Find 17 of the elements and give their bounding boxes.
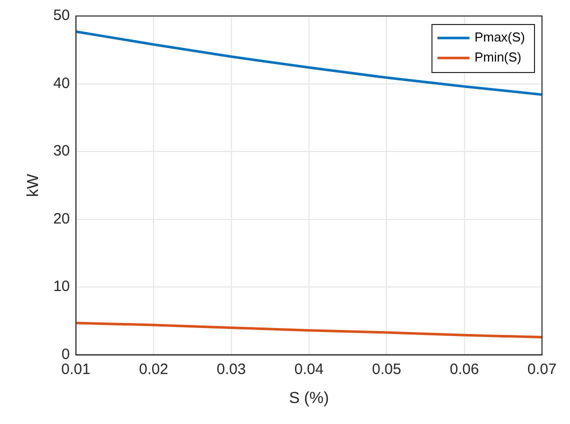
x-tick-label: 0.02 [138,360,168,378]
x-tick-label: 0.01 [61,360,90,378]
x-tick-label: 0.04 [294,360,324,378]
y-tick-label: 30 [53,142,70,160]
x-tick-label: 0.07 [527,360,557,378]
x-axis-title: S (%) [288,390,329,407]
y-tick-label: 0 [62,346,70,363]
y-axis-title: kW [25,172,42,197]
y-tick-label: 40 [53,74,70,92]
y-tick-label: 10 [53,278,70,296]
legend-label: Pmin(S) [474,50,522,65]
x-tick-label: 0.05 [372,360,402,378]
x-tick-label: 0.03 [216,360,246,378]
y-tick-label: 20 [53,210,70,228]
y-tick-label: 50 [53,7,70,24]
legend-label: Pmax(S) [474,30,526,45]
x-tick-label: 0.06 [450,360,479,378]
